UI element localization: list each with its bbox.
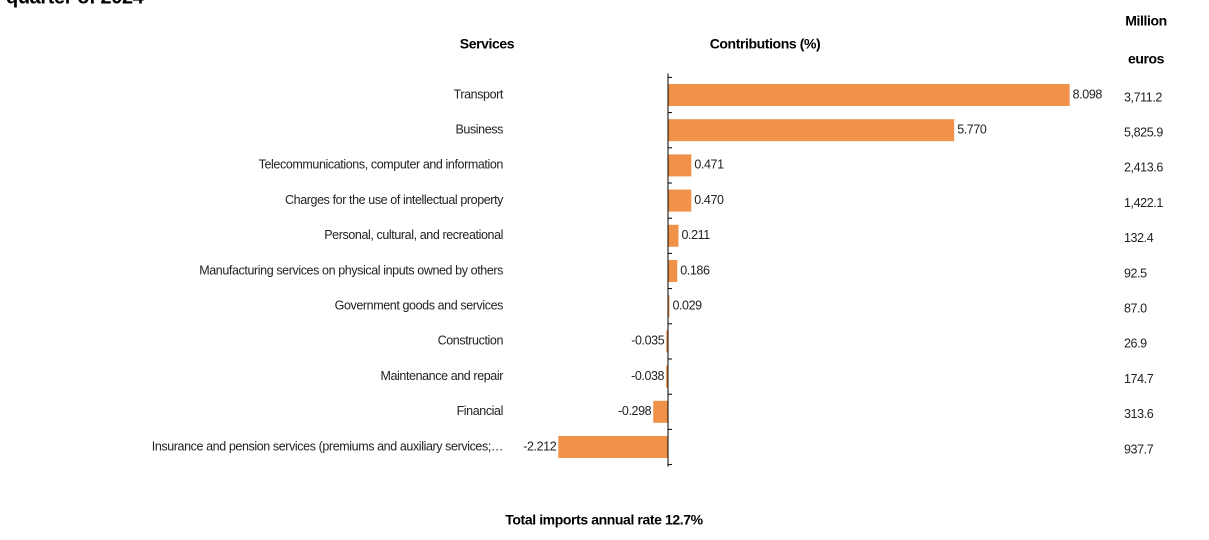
amount-label: 174.7 (1124, 372, 1154, 386)
category-label: Construction (438, 334, 504, 348)
bar (668, 189, 692, 212)
bar (666, 330, 668, 353)
bar (653, 400, 668, 423)
category-label: Financial (457, 404, 503, 418)
bar (558, 436, 668, 458)
value-label: 0.186 (680, 263, 710, 277)
category-label: Telecommunications, computer and informa… (259, 158, 504, 172)
amount-label: 5,825.9 (1124, 125, 1163, 139)
category-label: Manufacturing services on physical input… (199, 263, 503, 277)
bar (668, 154, 692, 177)
value-label: 0.029 (672, 298, 702, 312)
category-label: Maintenance and repair (380, 369, 503, 383)
amount-label: 132.4 (1124, 231, 1154, 245)
amount-label: 313.6 (1124, 407, 1154, 421)
value-label: 5.770 (957, 122, 987, 136)
value-label: 0.211 (681, 228, 710, 242)
bar (668, 119, 955, 142)
chart-title: quarter of 2024 (6, 0, 145, 8)
bar (668, 224, 679, 247)
amount-header: euros (1128, 51, 1165, 67)
category-label: Insurance and pension services (premiums… (152, 439, 503, 453)
category-header: Services (460, 36, 515, 52)
value-header: Contributions (%) (710, 36, 821, 52)
value-label: -0.038 (631, 369, 664, 383)
category-label: Business (455, 122, 503, 136)
amount-label: 87.0 (1124, 301, 1147, 315)
category-label: Transport (454, 87, 504, 101)
amount-header: Million (1125, 13, 1167, 29)
amount-label: 1,422.1 (1124, 196, 1163, 210)
bar (668, 295, 670, 318)
bar (668, 260, 678, 282)
value-label: 0.470 (694, 193, 724, 207)
bar (668, 84, 1070, 106)
category-label: Charges for the use of intellectual prop… (285, 193, 504, 207)
footnote: Total imports annual rate 12.7% (505, 512, 703, 528)
value-label: -0.035 (631, 334, 664, 348)
amount-label: 2,413.6 (1124, 161, 1163, 175)
category-label: Government goods and services (335, 298, 504, 312)
category-label: Personal, cultural, and recreational (324, 228, 503, 242)
amount-label: 3,711.2 (1124, 90, 1162, 104)
value-label: -0.298 (618, 404, 651, 418)
value-label: 0.471 (694, 158, 724, 172)
amount-label: 937.7 (1124, 442, 1154, 456)
amount-label: 26.9 (1124, 337, 1147, 351)
amount-label: 92.5 (1124, 266, 1147, 280)
bar (666, 365, 668, 388)
value-label: 8.098 (1073, 87, 1103, 101)
value-label: -2.212 (523, 439, 556, 453)
